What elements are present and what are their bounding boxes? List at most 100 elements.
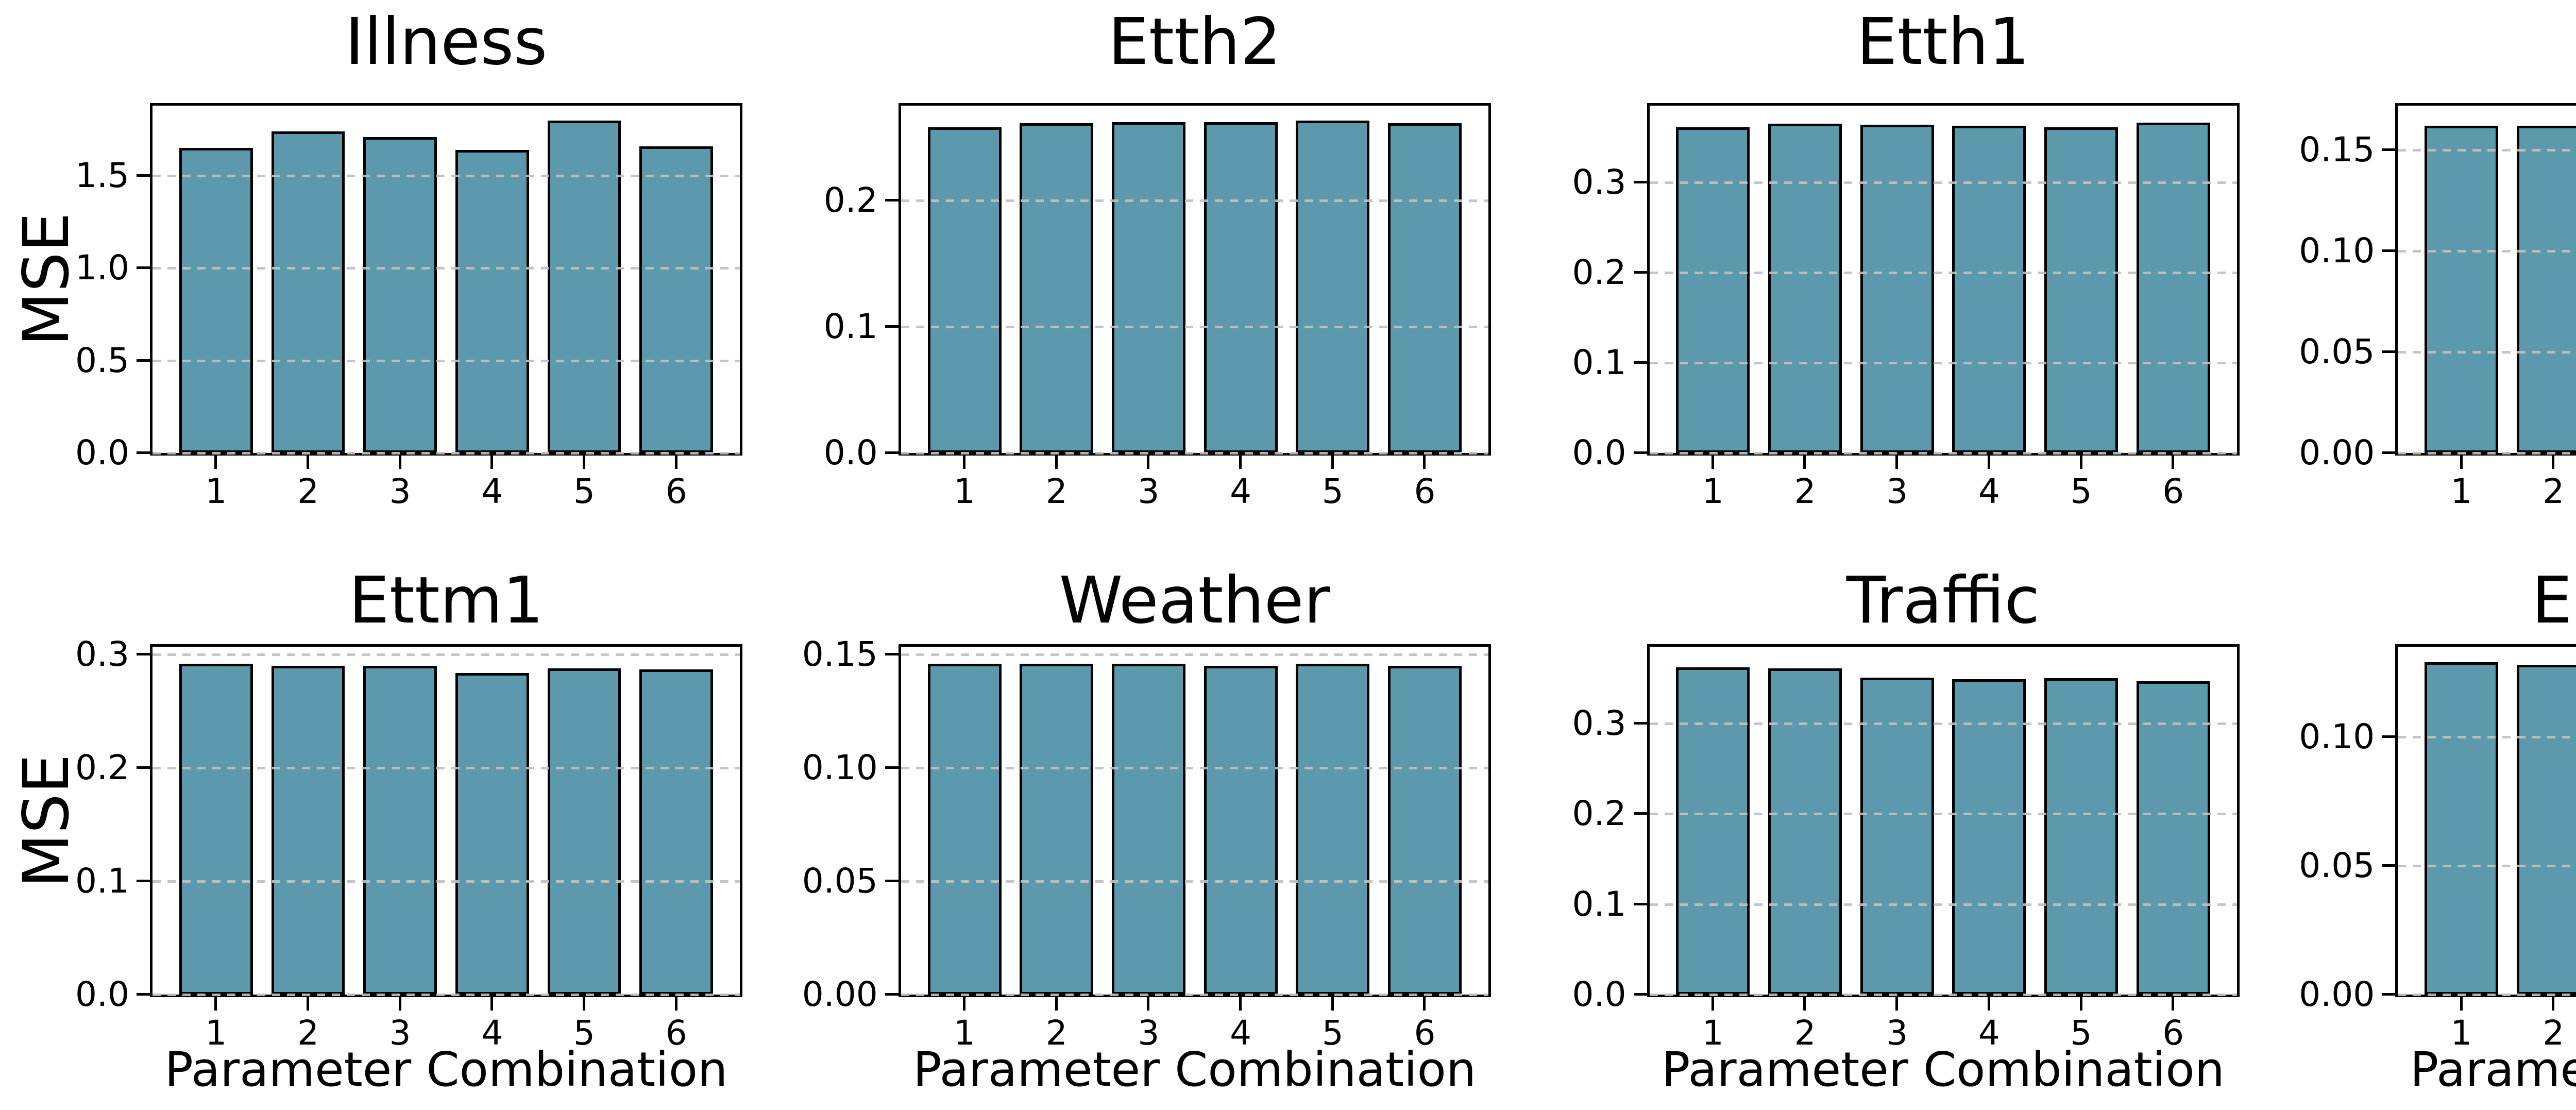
x-tick-label: 4 [481,472,503,511]
x-tick-mark [2460,456,2463,469]
plot-area [1647,103,2240,456]
chart-title: Ettm1 [348,563,544,638]
y-tick-label: 0.0 [823,433,878,473]
y-tick-label: 0.1 [823,306,878,346]
y-tick-mark [1633,722,1647,725]
gridline [901,199,1488,202]
x-tick-mark [1147,456,1150,469]
x-tick-mark [674,997,677,1011]
y-tick-label: 0.00 [2299,974,2375,1014]
chart-title: Weather [1059,563,1330,638]
x-tick-label: 3 [1886,1013,1908,1053]
y-tick-label: 0.0 [1572,974,1626,1014]
plot-area [150,644,742,997]
y-tick-mark [885,653,899,656]
chart-title: Traffic [1846,563,2040,638]
x-tick-label: 1 [1702,472,1724,511]
y-tick-mark [885,880,899,883]
y-tick-label: 0.15 [2299,130,2375,170]
x-tick-label: 6 [665,472,687,511]
x-axis-label: Parameter Combination [164,1042,728,1097]
gridline [901,767,1488,770]
bar [2516,126,2576,453]
x-tick-label: 5 [2070,1013,2092,1053]
x-tick-mark [2552,456,2555,469]
gridline [1649,452,2237,455]
x-tick-mark [1055,997,1058,1011]
y-tick-mark [2382,735,2396,738]
x-tick-mark [1803,997,1806,1011]
x-tick-label: 2 [1045,1013,1067,1053]
bar [363,137,437,453]
plot-area [2395,644,2576,997]
bar [363,666,437,995]
x-tick-mark [2079,456,2082,469]
y-tick-mark [2382,249,2396,253]
x-tick-label: 2 [1045,472,1067,511]
bar [1204,122,1278,453]
bar [1204,666,1278,995]
y-tick-mark [1633,271,1647,274]
x-tick-mark [490,997,494,1011]
bar [1768,668,1842,995]
x-tick-mark [2172,997,2175,1011]
x-tick-label: 3 [389,1013,411,1053]
bar [271,666,345,995]
y-tick-label: 0.2 [823,180,878,220]
gridline [2398,250,2576,253]
x-tick-label: 2 [297,472,319,511]
gridline [1649,181,2237,184]
x-tick-mark [674,456,677,469]
x-tick-label: 1 [205,1013,227,1053]
gridline [1649,903,2237,906]
gridline [152,359,740,362]
bar [455,672,529,995]
x-tick-label: 4 [1978,472,2000,511]
x-tick-mark [1239,456,1242,469]
chart-title: Etth2 [1108,5,1281,79]
y-tick-label: 0.15 [802,634,878,675]
x-tick-mark [398,997,401,1011]
plot-area [1647,644,2240,997]
x-tick-label: 1 [205,472,227,511]
y-tick-label: 0.1 [75,861,129,901]
gridline [901,452,1488,455]
y-tick-mark [2382,451,2396,454]
gridline [1649,994,2237,996]
y-tick-mark [137,359,150,362]
y-axis-label: MSE [10,753,83,888]
bar [179,663,253,995]
x-tick-mark [2172,456,2175,469]
gridline [2398,865,2576,867]
bar [179,148,253,453]
x-tick-label: 1 [954,1013,976,1053]
chart-title: Electricity [2531,563,2576,638]
gridline [152,880,740,883]
y-tick-label: 0.0 [75,974,129,1014]
x-tick-mark [963,997,966,1011]
x-tick-mark [2552,997,2555,1011]
y-tick-label: 0.1 [1572,342,1626,382]
x-tick-label: 6 [1414,1013,1436,1053]
gridline [152,767,740,770]
x-axis-label: Parameter Combination [913,1042,1477,1097]
x-tick-mark [963,456,966,469]
y-tick-mark [885,325,899,328]
x-tick-label: 6 [2162,1013,2184,1053]
x-tick-mark [306,456,309,469]
y-tick-label: 0.5 [75,340,129,380]
gridline [2398,452,2576,455]
y-tick-mark [137,174,150,177]
y-tick-mark [2382,864,2396,867]
gridline [901,994,1488,996]
y-tick-label: 0.10 [2299,231,2375,271]
x-tick-label: 5 [573,1013,596,1053]
y-tick-mark [885,198,899,201]
bar [1952,125,2026,453]
y-tick-label: 0.0 [75,433,129,473]
y-tick-mark [1633,993,1647,996]
gridline [152,994,740,996]
bar [2425,126,2498,453]
x-tick-label: 4 [1230,1013,1252,1053]
x-tick-mark [214,456,217,469]
